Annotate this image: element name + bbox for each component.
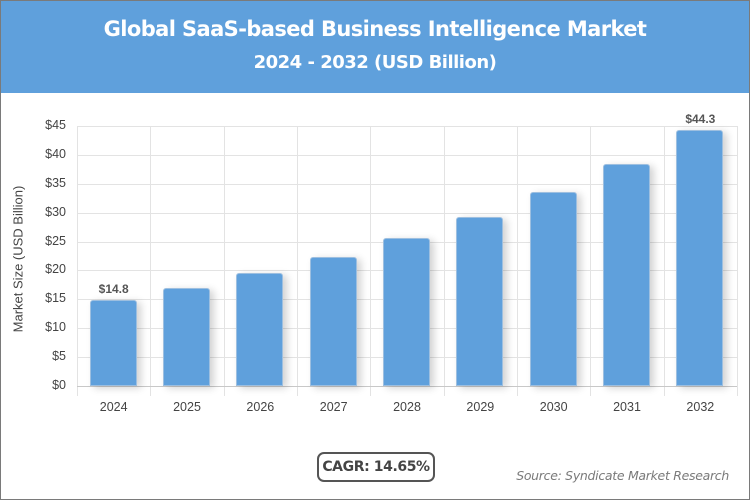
x-tick-label: 2028 <box>393 400 421 414</box>
bar-2024 <box>89 300 137 386</box>
data-label-2024: $14.8 <box>98 282 129 297</box>
y-tick-label: $0 <box>52 378 66 392</box>
gridline-horizontal <box>77 212 737 214</box>
gridline-vertical <box>737 126 738 396</box>
bar-2030 <box>529 191 577 386</box>
gridline-vertical <box>223 126 225 396</box>
bar-2025 <box>163 287 210 386</box>
x-tick-label: 2031 <box>613 400 641 414</box>
y-tick-label: $30 <box>45 204 66 219</box>
gridline-vertical <box>663 126 665 396</box>
bar-2032 <box>676 130 724 386</box>
chart-subtitle: 2024 - 2032 (USD Billion) <box>253 52 497 73</box>
x-tick-label: 2025 <box>173 400 201 414</box>
bar-2027 <box>309 257 357 386</box>
x-tick-label: 2030 <box>539 400 568 414</box>
gridline-vertical <box>590 126 592 396</box>
gridline-vertical <box>370 126 372 396</box>
x-tick-label: 2032 <box>686 400 715 414</box>
x-axis-line <box>77 386 737 387</box>
x-tick-label: 2027 <box>319 400 348 414</box>
y-tick-label: $35 <box>45 175 66 190</box>
data-label-2032: $44.3 <box>685 112 716 127</box>
x-tick-label: 2026 <box>246 400 275 414</box>
gridline-horizontal <box>77 183 737 185</box>
gridline-vertical <box>150 126 152 396</box>
y-tick-label: $25 <box>45 233 66 248</box>
gridline-vertical <box>297 126 298 396</box>
y-tick-label: $15 <box>45 291 66 306</box>
bar-2031 <box>603 163 650 386</box>
x-tick-label: 2029 <box>466 400 495 414</box>
chart-header: Global SaaS-based Business Intelligence … <box>1 1 749 93</box>
chart-title: Global SaaS-based Business Intelligence … <box>103 17 647 41</box>
gridline-vertical <box>443 126 445 396</box>
y-tick-label: $45 <box>45 118 66 132</box>
y-tick-label: $20 <box>45 262 66 277</box>
gridline-horizontal <box>77 126 737 127</box>
gridline-vertical <box>77 126 78 396</box>
y-tick-label: $10 <box>45 320 66 335</box>
source-note: Source: Syndicate Market Research <box>516 468 729 483</box>
cagr-badge: CAGR: 14.65% <box>317 452 435 482</box>
x-tick-label: 2024 <box>99 400 128 414</box>
bar-2026 <box>236 273 284 386</box>
gridline-vertical <box>517 126 518 396</box>
gridline-horizontal <box>77 154 737 156</box>
y-tick-label: $5 <box>52 349 66 364</box>
bar-2028 <box>383 238 430 386</box>
bar-2029 <box>456 216 504 386</box>
y-tick-label: $40 <box>45 146 66 161</box>
